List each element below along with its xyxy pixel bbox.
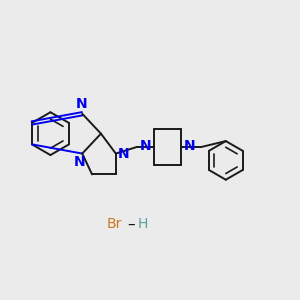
Text: H: H [137,217,148,231]
Text: N: N [74,155,86,169]
Text: N: N [76,97,88,111]
Text: N: N [184,140,195,153]
Text: N: N [118,147,130,160]
Text: N: N [140,140,152,153]
Text: –: – [127,217,134,232]
Text: Br: Br [106,217,122,231]
